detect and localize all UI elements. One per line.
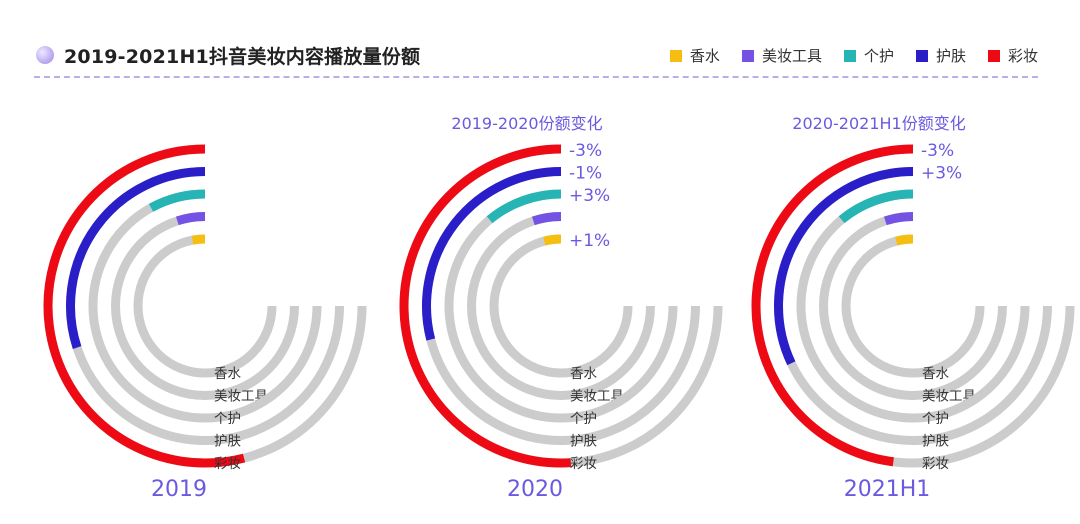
- category-label-personal-care: 个护: [214, 411, 241, 427]
- change-label-personal-care: +3%: [569, 186, 610, 206]
- category-label-skincare: 护肤: [922, 434, 950, 450]
- chart-year-label: 2021H1: [844, 477, 931, 502]
- category-label-personal-care: 个护: [922, 411, 949, 427]
- track-arc-personal-care: [88, 189, 322, 423]
- value-arc-makeup: [751, 144, 914, 467]
- legend-swatch-makeup-tools: [741, 49, 754, 62]
- chart-subtitle: 2020-2021H1份额变化: [792, 114, 965, 133]
- value-arc-personal-care: [148, 189, 206, 212]
- category-label-makeup: 彩妆: [570, 456, 597, 472]
- legend-item-makeup-tools: 美妆工具: [741, 45, 822, 66]
- value-arc-perfume: [543, 234, 562, 246]
- legend-item-makeup: 彩妆: [987, 45, 1038, 66]
- value-arc-skincare: [66, 167, 206, 349]
- legend-label-personal-care: 个护: [863, 47, 894, 65]
- value-arc-makeup-tools: [531, 212, 562, 226]
- legend-swatch-perfume: [669, 49, 682, 62]
- value-arc-personal-care: [486, 189, 562, 224]
- category-label-makeup: 彩妆: [214, 456, 241, 472]
- track-arc-personal-care: [796, 189, 1030, 423]
- category-label-perfume: 香水: [570, 366, 598, 382]
- chart-year-label: 2019: [151, 477, 207, 502]
- track-arc-perfume: [841, 234, 985, 378]
- value-arc-perfume: [191, 234, 206, 245]
- header-divider: [34, 76, 1038, 78]
- category-label-makeup-tools: 美妆工具: [922, 389, 976, 405]
- track-arc-makeup-tools: [819, 212, 1007, 400]
- chart-title: 2019-2021H1抖音美妆内容播放量份额: [64, 46, 421, 68]
- legend-item-personal-care: 个护: [843, 45, 894, 66]
- value-arc-makeup-tools: [883, 212, 914, 226]
- category-label-makeup-tools: 美妆工具: [214, 389, 268, 405]
- value-arc-makeup: [43, 144, 246, 468]
- title-bullet-icon: [36, 46, 54, 64]
- legend-label-makeup-tools: 美妆工具: [761, 47, 822, 65]
- category-label-perfume: 香水: [922, 366, 950, 382]
- change-label-perfume: +1%: [569, 231, 610, 251]
- track-arc-personal-care: [444, 189, 678, 423]
- category-label-makeup: 彩妆: [922, 456, 949, 472]
- legend-label-makeup: 彩妆: [1007, 47, 1038, 65]
- change-label-makeup: -3%: [921, 141, 954, 161]
- value-arc-skincare: [422, 167, 562, 341]
- legend: 香水 美妆工具 个护 护肤 彩妆: [669, 45, 1038, 66]
- change-label-skincare: -1%: [569, 164, 602, 184]
- track-arc-perfume: [489, 234, 633, 378]
- chart-subtitle: 2019-2020份额变化: [451, 114, 602, 133]
- legend-swatch-makeup: [987, 49, 1000, 62]
- value-arc-makeup: [399, 144, 572, 468]
- category-label-personal-care: 个护: [570, 411, 597, 427]
- track-arc-makeup-tools: [111, 212, 299, 400]
- value-arc-perfume: [895, 234, 914, 246]
- track-arc-perfume: [133, 234, 277, 378]
- category-label-perfume: 香水: [214, 366, 241, 382]
- legend-label-skincare: 护肤: [935, 47, 966, 65]
- value-arc-personal-care: [838, 189, 914, 224]
- chart-year-label: 2020: [507, 477, 563, 502]
- legend-item-skincare: 护肤: [915, 45, 966, 66]
- legend-label-perfume: 香水: [689, 47, 720, 65]
- track-arc-makeup-tools: [467, 212, 655, 400]
- category-label-makeup-tools: 美妆工具: [570, 389, 624, 405]
- legend-item-perfume: 香水: [669, 45, 720, 66]
- value-arc-skincare: [774, 167, 914, 366]
- category-label-skincare: 护肤: [570, 434, 598, 450]
- legend-swatch-skincare: [915, 49, 928, 62]
- value-arc-makeup-tools: [175, 212, 206, 226]
- change-label-skincare: +3%: [921, 164, 962, 184]
- legend-swatch-personal-care: [843, 49, 856, 62]
- category-label-skincare: 护肤: [214, 434, 241, 450]
- chart-header: 2019-2021H1抖音美妆内容播放量份额 香水 美妆工具 个护 护肤 彩妆: [34, 38, 1038, 78]
- change-label-makeup: -3%: [569, 141, 602, 161]
